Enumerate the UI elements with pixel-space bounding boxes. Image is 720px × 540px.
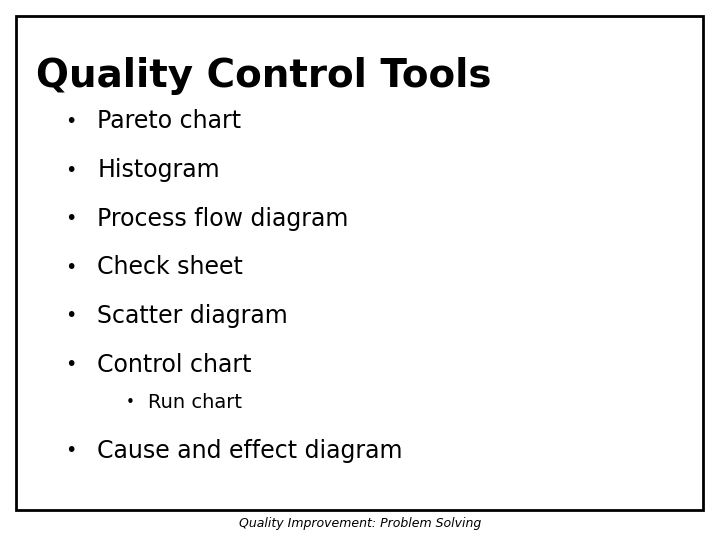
Text: Process flow diagram: Process flow diagram — [97, 207, 348, 231]
Text: •: • — [126, 395, 135, 410]
Text: •: • — [65, 441, 76, 461]
Text: Check sheet: Check sheet — [97, 255, 243, 279]
Text: Histogram: Histogram — [97, 158, 220, 182]
Text: Cause and effect diagram: Cause and effect diagram — [97, 439, 402, 463]
Text: Control chart: Control chart — [97, 353, 252, 376]
Text: •: • — [65, 355, 76, 374]
Text: Quality Control Tools: Quality Control Tools — [36, 57, 492, 94]
Text: Scatter diagram: Scatter diagram — [97, 304, 288, 328]
Text: •: • — [65, 306, 76, 326]
Text: Pareto chart: Pareto chart — [97, 110, 241, 133]
FancyBboxPatch shape — [16, 16, 703, 510]
Text: Run chart: Run chart — [148, 393, 242, 412]
Text: •: • — [65, 258, 76, 277]
Text: Quality Improvement: Problem Solving: Quality Improvement: Problem Solving — [239, 517, 481, 530]
Text: •: • — [65, 160, 76, 180]
Text: •: • — [65, 112, 76, 131]
Text: •: • — [65, 209, 76, 228]
